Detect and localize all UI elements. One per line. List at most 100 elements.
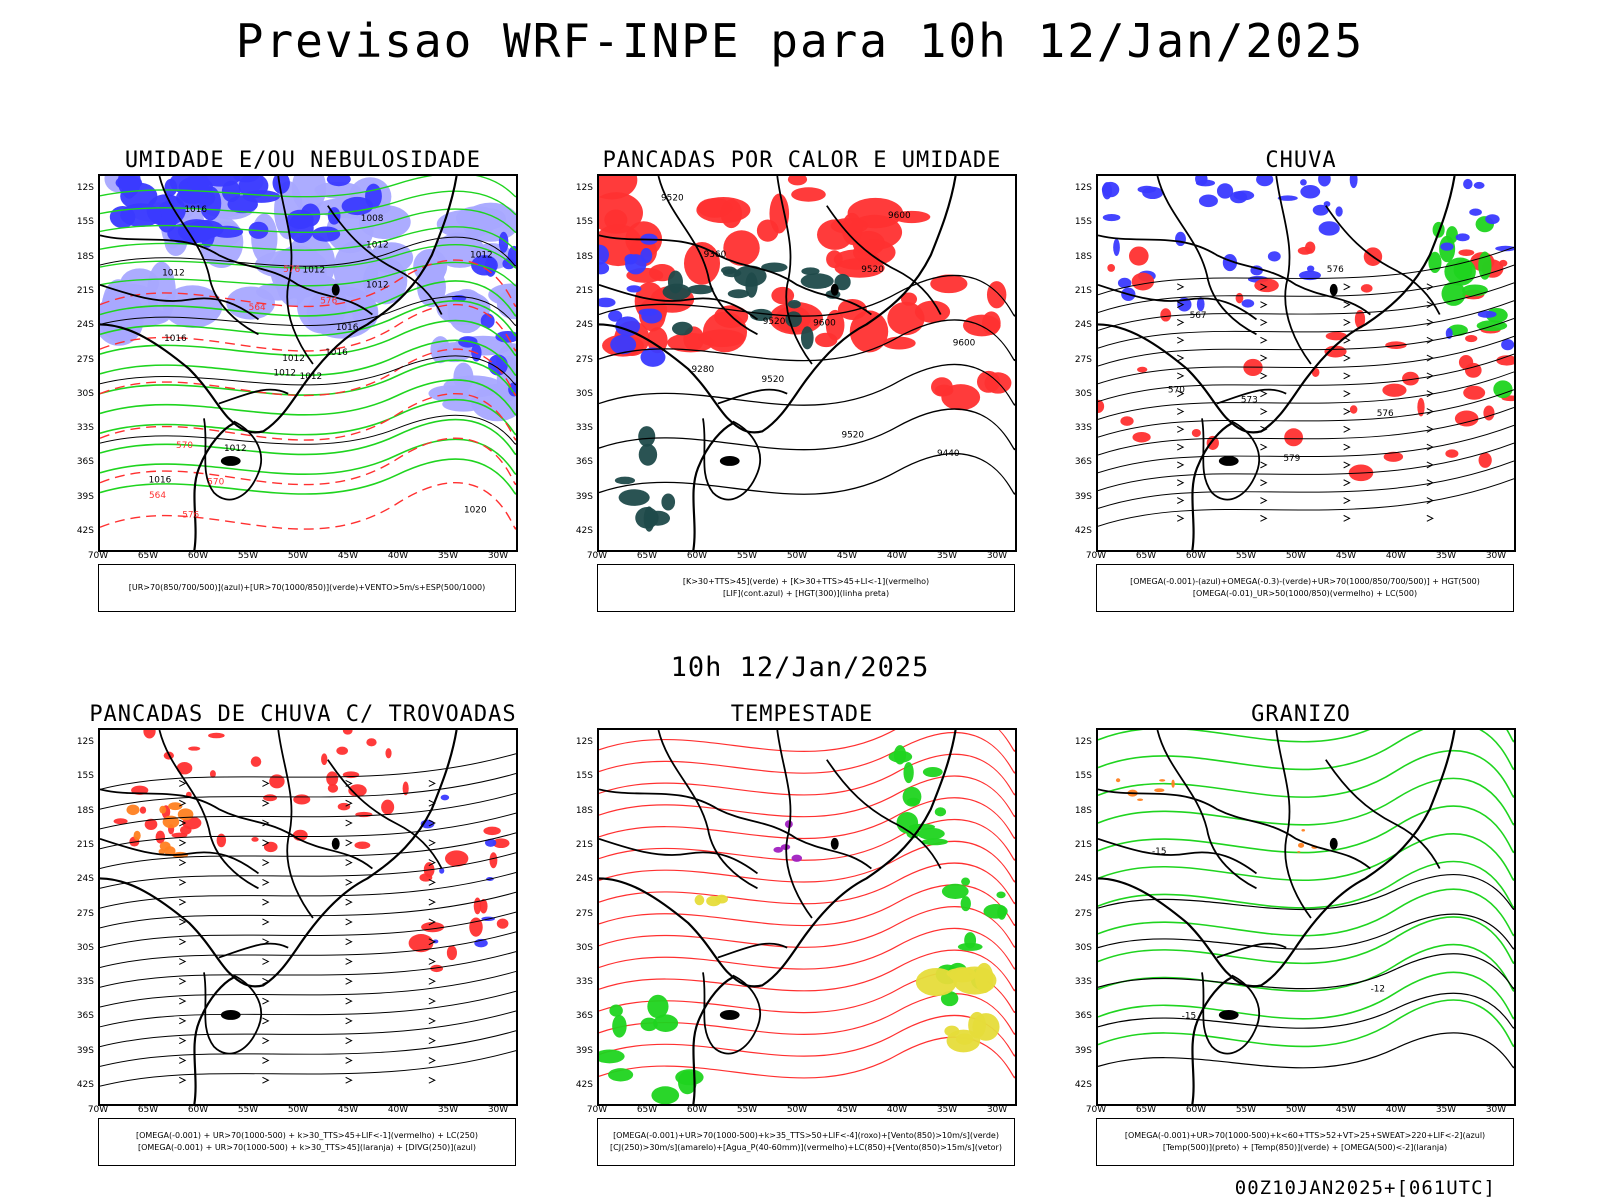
legend-line: [OMEGA(-0.001)-(azul)+OMEGA(-0.3)-(verde… bbox=[1130, 577, 1480, 586]
contour-label: 1016 bbox=[184, 205, 207, 215]
panel-title: CHUVA bbox=[1265, 148, 1337, 173]
map-panel: PANCADAS POR CALOR E UMIDADE 9600 9600 9520… bbox=[576, 148, 1017, 628]
contour-label: -15 bbox=[1182, 1011, 1197, 1021]
latitude-tick-label: 21S bbox=[1074, 285, 1092, 296]
longitude-tick-label: 40W bbox=[886, 1105, 908, 1115]
latitude-tick-label: 39S bbox=[575, 491, 593, 502]
longitude-tick-label: 70W bbox=[586, 1105, 608, 1115]
longitude-tick-label: 70W bbox=[87, 1105, 109, 1115]
longitude-tick-label: 70W bbox=[1085, 551, 1107, 561]
contour-label: 1012 bbox=[470, 251, 493, 261]
longitude-tick-label: 45W bbox=[337, 1105, 359, 1115]
map-field-layer: -12 -15 -15 bbox=[1098, 730, 1514, 1104]
longitude-tick-label: 65W bbox=[137, 551, 159, 561]
legend-line: [OMEGA(-0.001)+UR>70(1000-500)+k>35_TTS>… bbox=[613, 1131, 999, 1140]
latitude-tick-label: 42S bbox=[76, 1080, 94, 1090]
latitude-tick-label: 18S bbox=[76, 805, 94, 816]
map-field-layer: 9600 9600 9520 9520 9520 9440 9360 9280 9520 9600… bbox=[599, 176, 1015, 550]
longitude-tick-label: 40W bbox=[886, 551, 908, 561]
longitude-tick-label: 35W bbox=[936, 1105, 958, 1115]
latitude-tick-label: 24S bbox=[76, 320, 94, 331]
contour-label: 570 bbox=[176, 441, 193, 451]
longitude-tick-label: 60W bbox=[686, 551, 708, 561]
latitude-tick-label: 15S bbox=[1074, 771, 1092, 782]
latitude-tick-label: 39S bbox=[1074, 491, 1092, 502]
longitude-tick-label: 50W bbox=[287, 1105, 309, 1115]
latitude-tick-label: 27S bbox=[575, 908, 593, 919]
contour-label: 1020 bbox=[464, 506, 487, 516]
contour-label: 9360 bbox=[704, 250, 727, 260]
latitude-tick-label: 33S bbox=[575, 423, 593, 434]
main-title: Previsao WRF-INPE para 10h 12/Jan/2025 bbox=[235, 14, 1365, 68]
contour-label: 564 bbox=[149, 491, 166, 501]
latitude-tick-label: 27S bbox=[76, 908, 94, 919]
latitude-tick-label: 42S bbox=[1074, 526, 1092, 536]
longitude-tick-label: 35W bbox=[1435, 551, 1457, 561]
contour-label: 9520 bbox=[841, 431, 864, 441]
legend-line: [LIF](cont.azul) + [HGT(300)](linha pret… bbox=[722, 589, 890, 598]
map-field-layer bbox=[100, 730, 516, 1104]
legend-line: [OMEGA(-0.01)_UR>50(1000/850)(vermelho) … bbox=[1192, 589, 1418, 598]
panel-title: UMIDADE E/OU NEBULOSIDADE bbox=[124, 148, 482, 173]
latitude-tick-label: 33S bbox=[76, 977, 94, 988]
contour-label: 570 bbox=[1168, 386, 1185, 396]
contour-label: 573 bbox=[1241, 395, 1258, 405]
latitude-tick-label: 24S bbox=[575, 320, 593, 331]
longitude-tick-label: 55W bbox=[1235, 1105, 1257, 1115]
latitude-tick-label: 30S bbox=[1074, 388, 1092, 399]
map-panel: PANCADAS DE CHUVA C/ TROVOADAS 12S 15S 18S 2… bbox=[77, 702, 518, 1182]
map-panel: GRANIZO -12 -15 -15 12S 15S 18S 21S 24S 27S 30S 33S… bbox=[1075, 702, 1516, 1182]
panel-legend: [UR>70(850/700/500)](azul)+[UR>70(1000/8… bbox=[98, 564, 516, 612]
latitude-tick-label: 27S bbox=[1074, 354, 1092, 365]
longitude-tick-label: 45W bbox=[836, 551, 858, 561]
latitude-tick-label: 15S bbox=[76, 217, 94, 228]
contour-label: 1008 bbox=[361, 214, 384, 224]
longitude-tick-label: 55W bbox=[1235, 551, 1257, 561]
latitude-tick-label: 33S bbox=[1074, 977, 1092, 988]
latitude-tick-label: 24S bbox=[76, 874, 94, 885]
latitude-tick-label: 27S bbox=[76, 354, 94, 365]
contour-label: 564 bbox=[249, 303, 266, 313]
latitude-tick-label: 12S bbox=[76, 737, 94, 747]
latitude-tick-label: 15S bbox=[1074, 217, 1092, 228]
longitude-tick-label: 65W bbox=[636, 1105, 658, 1115]
panel-title: PANCADAS DE CHUVA C/ TROVOADAS bbox=[89, 702, 517, 727]
contour-label: 9520 bbox=[763, 317, 786, 327]
contour-label: 1012 bbox=[162, 268, 185, 278]
longitude-tick-label: 65W bbox=[137, 1105, 159, 1115]
latitude-tick-label: 24S bbox=[1074, 320, 1092, 331]
longitude-tick-label: 70W bbox=[586, 551, 608, 561]
contour-label: 576 bbox=[1377, 409, 1394, 419]
contour-label: 1012 bbox=[224, 444, 247, 454]
longitude-tick-label: 30W bbox=[1485, 551, 1507, 561]
longitude-tick-label: 70W bbox=[87, 551, 109, 561]
contour-label: 9520 bbox=[861, 265, 884, 275]
contour-label: 1012 bbox=[366, 281, 389, 291]
latitude-tick-label: 36S bbox=[76, 1011, 94, 1022]
longitude-tick-label: 60W bbox=[1185, 1105, 1207, 1115]
map-field-layer: 1012 1012 1012 1016 1016 1012 1008 1012 1012 1016… bbox=[100, 176, 516, 550]
longitude-tick-label: 55W bbox=[237, 1105, 259, 1115]
latitude-tick-label: 42S bbox=[575, 526, 593, 536]
latitude-tick-label: 15S bbox=[76, 771, 94, 782]
latitude-tick-label: 21S bbox=[76, 285, 94, 296]
longitude-tick-label: 40W bbox=[387, 1105, 409, 1115]
contour-label: 1012 bbox=[300, 372, 323, 382]
panel-legend: [OMEGA(-0.001)+UR>70(1000-500)+k>35_TTS>… bbox=[597, 1118, 1015, 1166]
contour-label: 1016 bbox=[164, 334, 187, 344]
latitude-tick-label: 36S bbox=[575, 1011, 593, 1022]
longitude-tick-label: 50W bbox=[786, 551, 808, 561]
contour-label: 1016 bbox=[325, 348, 348, 358]
forecast-time-title: 10h 12/Jan/2025 bbox=[670, 652, 930, 683]
contour-label: 1012 bbox=[366, 240, 389, 250]
map-panel: CHUVA 576 576 573 570 567 579 12S 15S 18S 21S 24S 27… bbox=[1075, 148, 1516, 628]
longitude-tick-label: 60W bbox=[187, 1105, 209, 1115]
longitude-tick-label: 30W bbox=[986, 1105, 1008, 1115]
latitude-tick-label: 36S bbox=[76, 457, 94, 468]
legend-line: [OMEGA(-0.001) + UR>70(1000-500) + k>30_… bbox=[137, 1143, 477, 1152]
latitude-tick-label: 33S bbox=[76, 423, 94, 434]
contour-label: 1016 bbox=[336, 323, 359, 333]
panel-legend: [OMEGA(-0.001)+UR>70(1000-500)+k<60+TTS>… bbox=[1096, 1118, 1514, 1166]
weather-map bbox=[98, 728, 518, 1106]
latitude-tick-label: 30S bbox=[76, 942, 94, 953]
